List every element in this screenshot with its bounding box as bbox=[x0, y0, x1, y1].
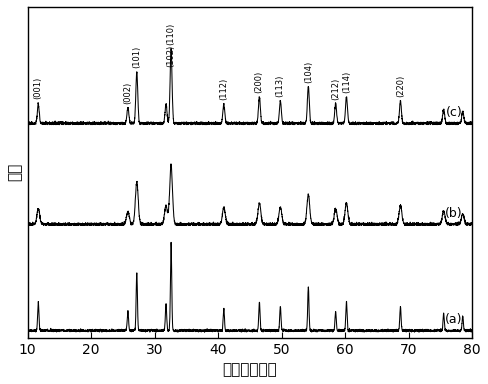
Text: (113): (113) bbox=[276, 74, 285, 97]
Text: (112): (112) bbox=[220, 78, 228, 100]
Text: (c): (c) bbox=[446, 106, 463, 119]
X-axis label: 衍射角（度）: 衍射角（度） bbox=[223, 362, 277, 377]
Text: (110): (110) bbox=[166, 23, 176, 45]
Text: (102): (102) bbox=[166, 45, 175, 67]
Text: (200): (200) bbox=[255, 71, 264, 93]
Y-axis label: 峰强: 峰强 bbox=[7, 163, 22, 181]
Text: (101): (101) bbox=[132, 46, 142, 68]
Text: (002): (002) bbox=[123, 82, 132, 104]
Text: (001): (001) bbox=[34, 77, 42, 99]
Text: (220): (220) bbox=[396, 75, 405, 97]
Text: (212): (212) bbox=[331, 77, 340, 99]
Text: (104): (104) bbox=[304, 61, 313, 83]
Text: (b): (b) bbox=[445, 207, 463, 220]
Text: (a): (a) bbox=[445, 313, 463, 326]
Text: (114): (114) bbox=[342, 71, 351, 93]
